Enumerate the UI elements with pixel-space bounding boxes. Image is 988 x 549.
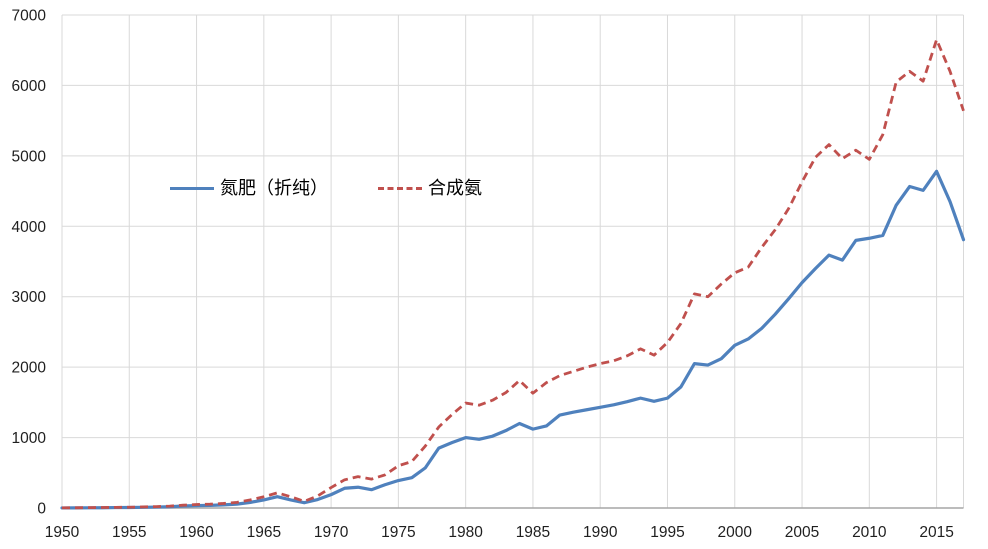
- y-axis-tick-label: 5000: [12, 148, 47, 165]
- y-axis-tick-label: 3000: [12, 289, 47, 306]
- y-axis-tick-label: 1000: [12, 430, 47, 447]
- x-axis-tick-label: 1990: [583, 524, 618, 541]
- x-axis-tick-label: 2010: [852, 524, 887, 541]
- y-axis-tick-label: 0: [37, 501, 46, 518]
- x-axis-tick-label: 1950: [45, 524, 80, 541]
- y-axis-tick-label: 2000: [12, 360, 47, 377]
- x-axis-tick-label: 1995: [650, 524, 684, 541]
- y-axis-tick-label: 4000: [12, 219, 47, 236]
- x-axis-tick-label: 1980: [448, 524, 483, 541]
- x-axis-tick-label: 2000: [718, 524, 753, 541]
- x-axis-tick-label: 2015: [919, 524, 953, 541]
- x-axis-tick-label: 1960: [179, 524, 214, 541]
- x-axis-tick-label: 1955: [112, 524, 146, 541]
- legend-item-nitrogen-fertilizer: 氮肥（折纯）: [170, 179, 328, 197]
- legend-label-synthetic-ammonia: 合成氨: [428, 178, 482, 198]
- x-axis-tick-label: 1965: [247, 524, 281, 541]
- legend: 氮肥（折纯） 合成氨: [170, 175, 482, 201]
- legend-label-nitrogen-fertilizer: 氮肥（折纯）: [220, 178, 328, 198]
- x-axis-tick-label: 2005: [785, 524, 819, 541]
- nitrogen-fertilizer-line-swatch: [170, 186, 214, 190]
- y-axis-tick-label: 6000: [12, 78, 47, 95]
- nitrogen-fertilizer-line: [60, 169, 966, 510]
- y-axis-tick-label: 7000: [12, 8, 47, 25]
- legend-item-synthetic-ammonia: 合成氨: [378, 179, 482, 197]
- x-axis-tick-label: 1985: [516, 524, 550, 541]
- x-axis-tick-label: 1970: [314, 524, 349, 541]
- synthetic-ammonia-line: [61, 38, 965, 510]
- x-axis-tick-label: 1975: [381, 524, 415, 541]
- synthetic-ammonia-line-swatch: [378, 186, 422, 190]
